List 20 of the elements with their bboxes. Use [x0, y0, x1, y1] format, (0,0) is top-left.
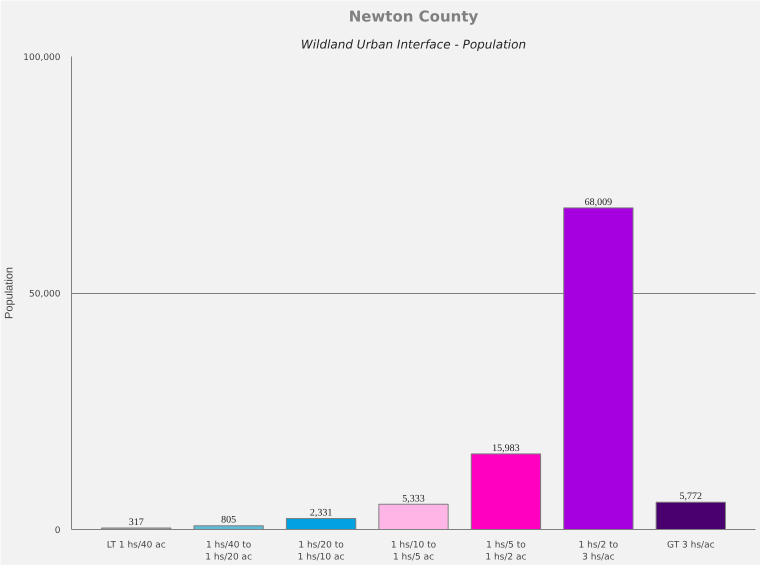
data-label: 5,772 [680, 491, 702, 502]
data-label: 317 [128, 517, 144, 528]
x-tick-label: 1 hs/10 to 1 hs/5 ac [390, 540, 437, 562]
x-tick-label: LT 1 hs/40 ac [106, 540, 166, 550]
y-tick-label: 0 [54, 526, 61, 536]
x-tick-label: 1 hs/5 to 1 hs/2 ac [485, 540, 527, 562]
x-tick-label: GT 3 hs/ac [667, 540, 715, 550]
data-label: 68,009 [584, 196, 612, 208]
chart-subtitle: Wildland Urban Interface - Population [300, 38, 526, 52]
data-label: 5,333 [402, 493, 425, 504]
x-tick-label: 1 hs/20 to 1 hs/10 ac [298, 540, 345, 562]
y-tick-label: 100,000 [23, 53, 61, 63]
y-axis-title: Population [3, 266, 16, 319]
chart-title: Newton County [348, 8, 479, 26]
x-tick-label: 1 hs/2 to 3 hs/ac [578, 540, 619, 562]
data-label: 15,983 [492, 442, 520, 454]
y-tick-label: 50,000 [29, 290, 61, 300]
data-label: 2,331 [310, 507, 332, 518]
data-label: 805 [221, 514, 236, 526]
x-tick-label: 1 hs/40 to 1 hs/20 ac [205, 540, 252, 562]
